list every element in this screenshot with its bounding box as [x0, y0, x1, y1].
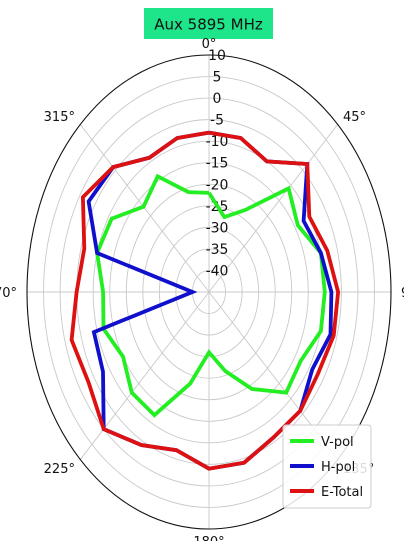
legend-frame	[282, 424, 372, 509]
grid-spoke	[208, 124, 339, 293]
r-tick-label: 5	[213, 70, 222, 86]
r-tick-label: -15	[206, 156, 229, 172]
chart-title: Aux 5895 MHz	[154, 16, 263, 34]
outer-ring	[26, 54, 392, 530]
r-tick-label: -5	[210, 113, 224, 129]
r-tick-label: -40	[206, 263, 229, 279]
theta-tick-label: 315°	[44, 110, 75, 125]
grid-spoke	[79, 291, 210, 460]
theta-tick-label: 270°	[0, 286, 17, 301]
theta-tick-label: 90°	[401, 286, 404, 301]
legend-label: V-pol	[321, 435, 354, 450]
series-line-v-pol	[95, 173, 327, 418]
r-tick-label: -10	[206, 134, 229, 150]
legend: V-pol H-pol E-Total	[282, 424, 372, 509]
r-tick-label: 10	[208, 48, 226, 64]
theta-tick-label: 45°	[343, 110, 366, 125]
grid	[26, 54, 392, 530]
theta-tick-label: 225°	[44, 462, 75, 477]
theta-tick-label: 180°	[193, 535, 224, 541]
theta-tick-label: 0°	[202, 37, 217, 52]
title-box	[144, 8, 273, 39]
legend-label: H-pol	[321, 460, 355, 475]
series-lines	[69, 130, 341, 471]
r-tick-label: -30	[206, 220, 229, 236]
r-tick-label: 0	[213, 91, 222, 107]
legend-label: E-Total	[321, 485, 363, 500]
r-tick-label: -20	[206, 177, 229, 193]
series-line-e-total	[69, 130, 341, 471]
r-tick-label: -35	[206, 242, 229, 258]
